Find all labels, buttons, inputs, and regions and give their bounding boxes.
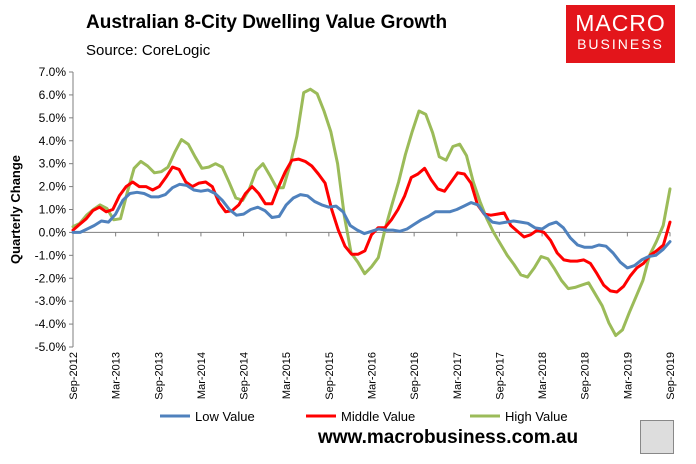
- chart-title: Australian 8-City Dwelling Value Growth: [86, 12, 448, 33]
- macrobusiness-logo: MACRO BUSINESS: [566, 5, 675, 63]
- y-tick-label: 0.0%: [39, 225, 67, 239]
- y-tick-label: 4.0%: [39, 134, 67, 148]
- x-tick-label: Mar-2014: [196, 352, 208, 399]
- x-tick-label: Mar-2019: [622, 352, 634, 399]
- x-tick-label: Mar-2016: [367, 352, 379, 399]
- x-tick-label: Sep-2012: [68, 352, 80, 400]
- y-tick-label: 5.0%: [39, 111, 67, 125]
- chart-legend: Low Value Middle Value High Value: [160, 409, 568, 424]
- series-line-low: [71, 182, 672, 270]
- x-tick-label: Mar-2015: [281, 352, 293, 399]
- y-tick-label: -1.0%: [35, 248, 67, 262]
- x-tick-label: Sep-2019: [665, 352, 677, 400]
- x-tick-label: Sep-2017: [494, 352, 506, 400]
- x-tick-label: Sep-2015: [324, 352, 336, 400]
- y-tick-label: -3.0%: [35, 294, 67, 308]
- legend-label-high: High Value: [505, 409, 568, 424]
- website-url[interactable]: www.macrobusiness.com.au: [318, 427, 579, 448]
- chart-source: Source: CoreLogic: [86, 42, 211, 59]
- y-tick-label: 6.0%: [39, 88, 67, 102]
- legend-label-middle: Middle Value: [341, 409, 415, 424]
- y-tick-label: -5.0%: [35, 340, 67, 354]
- series-line-high: [71, 87, 672, 337]
- y-tick-label: -4.0%: [35, 317, 67, 331]
- series-line-middle: [71, 157, 672, 294]
- legend-label-low: Low Value: [195, 409, 255, 424]
- y-axis-title: Quarterly Change: [8, 155, 23, 264]
- x-tick-label: Mar-2018: [537, 352, 549, 399]
- wolf-mascot-icon: [640, 420, 674, 454]
- logo-line-1: MACRO: [575, 10, 666, 36]
- x-tick-label: Mar-2017: [452, 352, 464, 399]
- y-tick-label: 2.0%: [39, 180, 67, 194]
- x-tick-label: Sep-2014: [239, 352, 251, 400]
- chart-series: [71, 87, 672, 337]
- logo-line-2: BUSINESS: [577, 36, 664, 52]
- x-tick-label: Sep-2016: [409, 352, 421, 400]
- y-tick-label: -2.0%: [35, 271, 67, 285]
- x-tick-label: Mar-2013: [111, 352, 123, 399]
- x-tick-label: Sep-2013: [153, 352, 165, 400]
- x-tick-label: Sep-2018: [580, 352, 592, 400]
- chart-axes: 7.0% 6.0% 5.0% 4.0% 3.0% 2.0% 1.0% 0.0% -1.0% -2.…: [8, 65, 677, 400]
- y-tick-label: 7.0%: [39, 65, 67, 79]
- y-tick-label: 3.0%: [39, 157, 67, 171]
- y-tick-label: 1.0%: [39, 203, 67, 217]
